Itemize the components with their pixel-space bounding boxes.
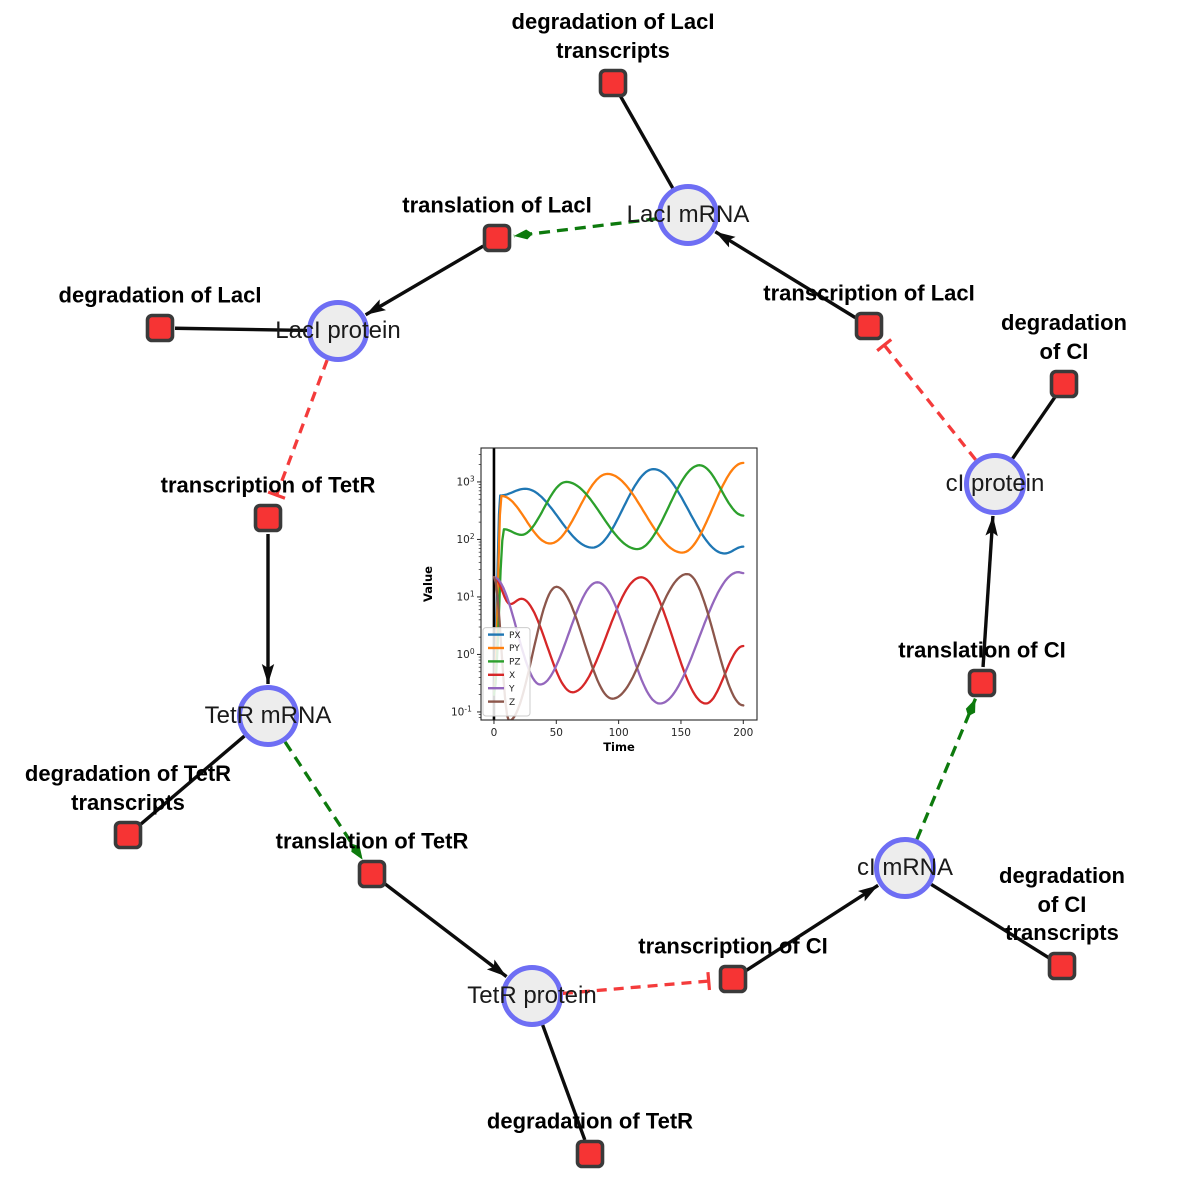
species-label-tetr-mrna: TetR mRNA bbox=[204, 702, 332, 729]
species-label-laci-mrna: LacI mRNA bbox=[626, 201, 750, 228]
edge-inhibition-tetr-protein-tc-ci bbox=[562, 971, 712, 996]
x-tick-label: 100 bbox=[609, 727, 629, 739]
reaction-node-tl-ci bbox=[967, 668, 997, 698]
inset-chart-svg: 0 50 100 150 20010-1100101102103TimeValuePXP… bbox=[421, 447, 758, 754]
reaction-node-deg-ci-tx bbox=[1047, 951, 1077, 981]
inset-chart: 0 50 100 150 200 10-1 100 101 102 103 Time Value PX P… bbox=[420, 436, 770, 770]
species-node-tetr-protein bbox=[501, 965, 563, 1027]
legend-entry-PX: PX bbox=[509, 631, 521, 641]
reaction-label-tl-laci: translation of LacI bbox=[402, 192, 592, 218]
species-label-tetr-protein: TetR protein bbox=[467, 982, 597, 1009]
edge-inhibition-ci-protein-tc-laci bbox=[876, 338, 977, 461]
reaction-label-deg-tetr-tx: degradation of TetR transcripts bbox=[24, 760, 232, 815]
legend-entry-X: X bbox=[509, 671, 515, 681]
edge-modifier-tetr-mrna-tl-tetr bbox=[283, 740, 365, 861]
x-tick-label: 0 bbox=[491, 727, 498, 739]
series-Z bbox=[492, 572, 745, 720]
series-PY bbox=[492, 461, 745, 696]
reaction-node-tl-laci bbox=[482, 223, 512, 253]
species-node-tetr-mrna bbox=[237, 685, 299, 747]
reaction-node-deg-tetr bbox=[575, 1139, 605, 1169]
y-tick-label: 103 bbox=[457, 474, 475, 488]
reaction-node-deg-laci bbox=[145, 313, 175, 343]
reaction-node-deg-ci bbox=[1049, 369, 1079, 399]
chart-legend: PX PY PZ XYZ bbox=[482, 627, 531, 717]
edge-modifier-ci-mrna-tl-ci bbox=[915, 698, 977, 841]
edge-product-tc-laci-laci-mrna bbox=[714, 230, 857, 320]
legend-entry-PZ: PZ bbox=[509, 658, 521, 668]
y-tick-label: 101 bbox=[457, 589, 475, 603]
reaction-label-deg-ci: degradation of CI bbox=[1001, 309, 1127, 364]
reaction-label-tc-laci: transcription of LacI bbox=[763, 280, 975, 306]
reaction-node-deg-laci-tx bbox=[598, 68, 628, 98]
legend-entry-Z: Z bbox=[509, 698, 515, 708]
series-Y bbox=[492, 570, 745, 705]
y-axis-label: Value bbox=[421, 566, 435, 602]
y-tick-label: 10-1 bbox=[451, 704, 472, 718]
edge-inhibition-laci-protein-tc-tetr bbox=[267, 359, 329, 500]
series-PZ bbox=[492, 464, 745, 696]
edge-plain-ci-protein-deg-ci bbox=[1011, 395, 1057, 460]
edge-plain-laci-mrna-deg-laci-tx bbox=[618, 95, 675, 189]
y-tick-label: 102 bbox=[457, 532, 475, 546]
edge-plain-tetr-protein-deg-tetr bbox=[541, 1024, 587, 1141]
species-node-laci-mrna bbox=[657, 184, 719, 246]
reaction-node-tc-tetr bbox=[253, 503, 283, 533]
x-tick-label: 150 bbox=[671, 727, 691, 739]
legend-entry-PY: PY bbox=[509, 644, 520, 654]
series-X bbox=[492, 576, 745, 705]
edge-product-tc-ci-ci-mrna bbox=[745, 883, 880, 972]
reaction-node-tc-ci bbox=[718, 964, 748, 994]
reaction-label-tl-tetr: translation of TetR bbox=[275, 828, 469, 854]
edge-plain-ci-mrna-deg-ci-tx bbox=[930, 882, 1051, 960]
reaction-node-deg-tetr-tx bbox=[113, 820, 143, 850]
species-label-laci-protein: LacI protein bbox=[275, 317, 401, 344]
reaction-label-tc-tetr: transcription of TetR bbox=[160, 472, 376, 498]
reaction-label-tl-ci: translation of CI bbox=[898, 637, 1066, 663]
legend-entry-Y: Y bbox=[508, 684, 515, 694]
reaction-label-deg-tetr: degradation of TetR bbox=[486, 1108, 694, 1134]
reaction-label-deg-ci-tx: degradation of CI transcripts bbox=[999, 863, 1125, 946]
species-node-ci-protein bbox=[964, 453, 1026, 515]
x-tick-label: 50 bbox=[550, 727, 563, 739]
species-node-ci-mrna bbox=[874, 837, 936, 899]
reaction-label-tc-ci: transcription of CI bbox=[638, 933, 828, 959]
y-tick-label: 100 bbox=[457, 647, 475, 661]
edge-plain-tetr-mrna-deg-tetr-tx bbox=[138, 734, 246, 827]
edge-product-tl-ci-ci-protein bbox=[981, 515, 998, 668]
x-axis-label: Time bbox=[603, 740, 635, 754]
edge-product-tl-laci-laci-protein bbox=[364, 244, 485, 317]
edge-modifier-laci-mrna-tl-laci bbox=[513, 217, 658, 240]
edge-product-tl-tetr-tetr-protein bbox=[383, 882, 508, 978]
reaction-node-tc-laci bbox=[854, 311, 884, 341]
species-node-laci-protein bbox=[307, 300, 369, 362]
reaction-node-tl-tetr bbox=[357, 859, 387, 889]
reaction-label-deg-laci: degradation of LacI bbox=[58, 282, 262, 308]
reaction-label-deg-laci-tx: degradation of LacI transcripts bbox=[511, 8, 715, 63]
edge-plain-laci-protein-deg-laci bbox=[174, 326, 308, 333]
species-label-ci-protein: cI protein bbox=[945, 470, 1045, 497]
species-label-ci-mrna: cI mRNA bbox=[857, 854, 953, 881]
x-tick-label: 200 bbox=[733, 727, 753, 739]
